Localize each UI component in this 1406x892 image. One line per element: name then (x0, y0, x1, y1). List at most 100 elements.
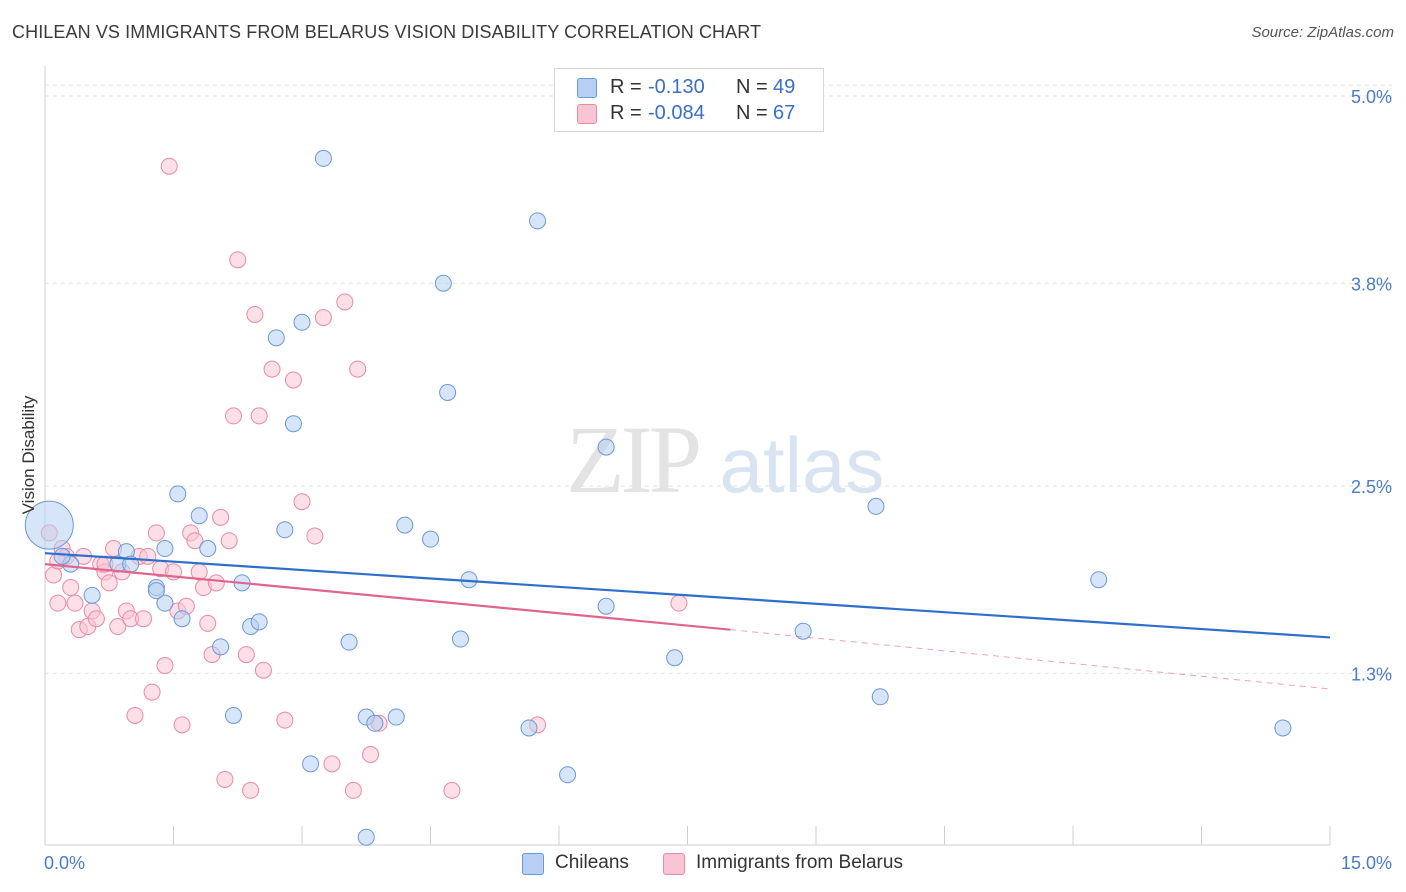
chileans-point (434, 274, 452, 292)
belarus-point (349, 360, 367, 378)
chileans-point (302, 755, 320, 773)
belarus-point (344, 781, 362, 799)
belarus-point (109, 618, 127, 636)
chileans-point (366, 714, 384, 732)
legend-swatch-belarus (663, 853, 685, 875)
legend-n-value: 49 (773, 76, 796, 98)
chileans-point (439, 383, 457, 401)
watermark-zip: ZIP (566, 406, 699, 513)
x-tick-label-max: 15.0% (1341, 853, 1392, 873)
series-chileans (24, 149, 1292, 846)
belarus-point (293, 493, 311, 511)
belarus-point (284, 371, 302, 389)
y-axis-title: Vision Disability (19, 395, 38, 514)
chileans-point (250, 613, 268, 631)
belarus-point (186, 532, 204, 550)
chileans-point (357, 828, 375, 846)
chileans-point (1274, 719, 1292, 737)
belarus-point (314, 309, 332, 327)
legend-n-label: N = (736, 102, 768, 124)
legend-r-value: -0.130 (648, 76, 705, 98)
belarus-point (156, 657, 174, 675)
chileans-point (156, 540, 174, 558)
belarus-point (143, 683, 161, 701)
y-tick-label: 5.0% (1351, 87, 1392, 107)
belarus-point (160, 157, 178, 175)
y-tick-label: 1.3% (1351, 664, 1392, 684)
legend-n-value: 67 (773, 102, 796, 124)
chileans-point (276, 521, 294, 539)
legend-r-label: R = (610, 102, 642, 124)
belarus-point (62, 579, 80, 597)
legend-label-chileans: Chileans (555, 852, 629, 873)
chileans-point (867, 497, 885, 515)
watermark-atlas: atlas (720, 421, 885, 509)
chileans-point (83, 586, 101, 604)
chileans-point (520, 719, 538, 737)
y-tick-label: 2.5% (1351, 477, 1392, 497)
belarus-point (139, 547, 157, 565)
x-tick-label-min: 0.0% (44, 853, 85, 873)
chileans-point (1090, 571, 1108, 589)
belarus-point (323, 755, 341, 773)
legend-n-label: N = (736, 76, 768, 98)
legend-r-label: R = (610, 76, 642, 98)
belarus-point (45, 566, 63, 584)
chileans-point (314, 149, 332, 167)
chileans-point (212, 638, 230, 656)
trend-line-chileans (44, 552, 1331, 639)
chileans-point (147, 582, 165, 600)
chileans-point (199, 540, 217, 558)
belarus-point (306, 527, 324, 545)
axis-layer (44, 66, 1331, 846)
belarus-point (173, 716, 191, 734)
belarus-point (242, 781, 260, 799)
belarus-point (224, 407, 242, 425)
source-label: Source: ZipAtlas.com (1251, 24, 1394, 41)
belarus-point (336, 293, 354, 311)
belarus-point (670, 594, 688, 612)
belarus-point (126, 706, 144, 724)
belarus-point (100, 574, 118, 592)
chileans-point (169, 485, 187, 503)
chileans-point (387, 708, 405, 726)
chileans-point (529, 212, 547, 230)
belarus-point (276, 711, 294, 729)
chileans-point (396, 516, 414, 534)
chileans-point (156, 594, 174, 612)
belarus-point (147, 524, 165, 542)
belarus-point (254, 661, 272, 679)
chileans-point (597, 597, 615, 615)
trend-line-belarus (44, 563, 731, 631)
chileans-point (293, 313, 311, 331)
trend-layer (44, 552, 1331, 690)
chileans-point (794, 622, 812, 640)
belarus-point (263, 360, 281, 378)
belarus-point (212, 508, 230, 526)
belarus-point (443, 781, 461, 799)
chileans-point (597, 438, 615, 456)
belarus-point (66, 594, 84, 612)
belarus-point (229, 251, 247, 269)
chileans-point (24, 500, 74, 550)
trend-line-belarus-extended (730, 629, 1331, 690)
tick-label-layer: 1.3% 2.5% 3.8% 5.0% 0.0% 15.0% (44, 87, 1392, 873)
chileans-point (190, 507, 208, 525)
chileans-point (284, 415, 302, 433)
belarus-point (207, 574, 225, 592)
belarus-point (135, 610, 153, 628)
legend-swatch-chileans (577, 78, 597, 98)
chart-title: CHILEAN VS IMMIGRANTS FROM BELARUS VISIO… (12, 22, 762, 42)
belarus-point (87, 610, 105, 628)
chileans-point (451, 630, 469, 648)
belarus-point (216, 770, 234, 788)
belarus-point (220, 532, 238, 550)
y-tick-label: 3.8% (1351, 274, 1392, 294)
legend-swatch-chileans (522, 853, 544, 875)
legend-swatch-belarus (577, 104, 597, 124)
correlation-legend: R = -0.130 N = 49 R = -0.084 N = 67 (554, 68, 824, 132)
chileans-point (224, 706, 242, 724)
legend-r-value: -0.084 (648, 102, 705, 124)
chileans-point (666, 649, 684, 667)
